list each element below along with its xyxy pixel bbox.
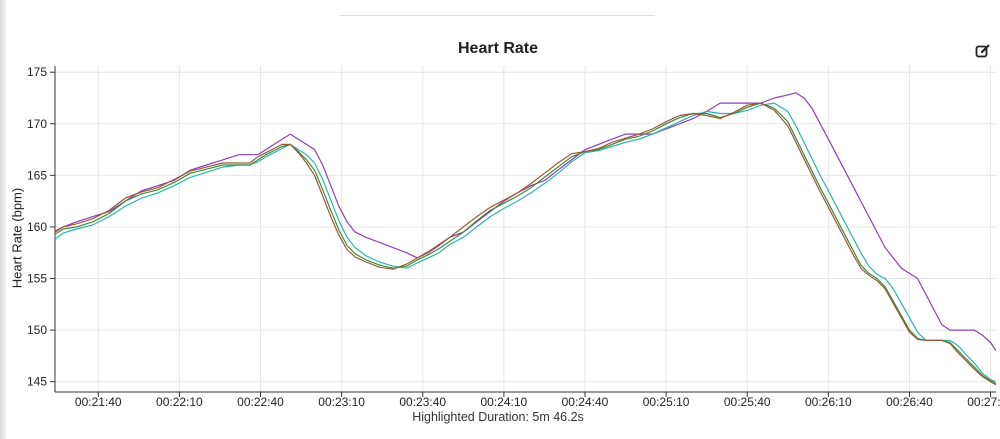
x-tick-label: 00:23:40 [399,395,446,409]
tick-labels: 145 150 155 160 165 170 175 00:21:40 00:22:10 00:… [27,65,1000,409]
axes [50,66,996,397]
y-tick-label: 160 [27,220,47,234]
x-tick-label: 00:24:10 [481,395,528,409]
x-tick-label: 00:21:40 [75,395,122,409]
y-tick-label: 165 [27,168,47,182]
grid [55,66,996,392]
x-tick-label: 00:24:40 [562,395,609,409]
series-line-purple[interactable] [54,92,997,352]
left-edge-shade [0,0,6,439]
x-tick-label: 00:23:10 [318,395,365,409]
highlighted-duration: Highlighted Duration: 5m 46.2s [412,410,584,424]
x-tick-label: 00:27:10 [967,395,1000,409]
edit-icon[interactable] [975,43,991,59]
x-tick-label: 00:22:40 [237,395,284,409]
series-line-teal[interactable] [54,102,997,383]
y-tick-label: 170 [27,117,47,131]
x-tick-label: 00:25:40 [724,395,771,409]
series [54,92,997,386]
chart-title: Heart Rate [457,40,539,57]
series-line-brown[interactable] [54,102,997,386]
top-divider [340,15,655,16]
y-tick-label: 150 [27,323,47,337]
x-tick-label: 00:26:10 [805,395,852,409]
y-tick-label: 155 [27,272,47,286]
x-tick-label: 00:26:40 [886,395,933,409]
y-tick-label: 175 [27,65,47,79]
y-tick-label: 145 [27,375,47,389]
x-tick-label: 00:25:10 [643,395,690,409]
x-tick-label: 00:22:10 [156,395,203,409]
series-line-green[interactable] [54,102,997,385]
